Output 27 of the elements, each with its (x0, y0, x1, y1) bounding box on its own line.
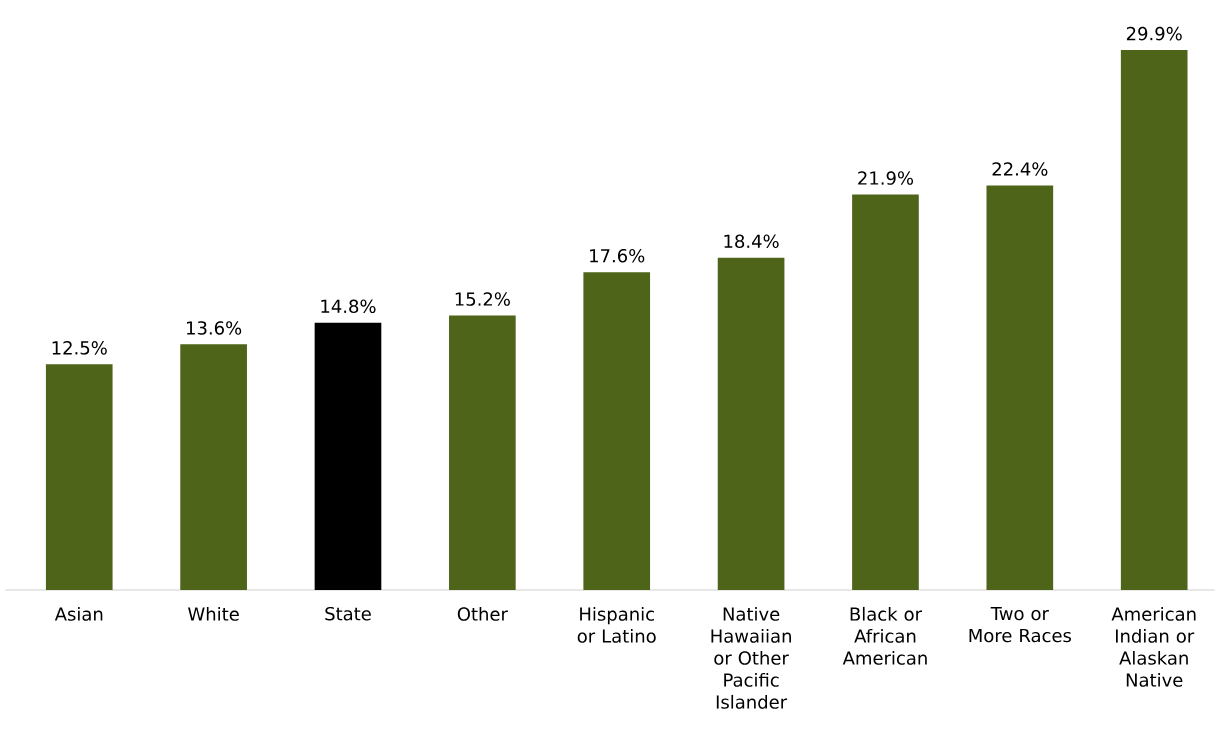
x-tick-label: Hispanic or Latino (577, 606, 656, 643)
bar (717, 257, 785, 590)
x-tick-label: American Indian or Alaskan Native (1111, 606, 1196, 687)
data-label: 15.2% (455, 292, 510, 306)
bar (314, 322, 382, 590)
data-label: 22.4% (992, 162, 1048, 176)
data-label: 12.5% (52, 341, 107, 355)
data-label: 18.4% (724, 234, 779, 249)
bar (45, 364, 113, 590)
x-tick-label: Asian (54, 606, 103, 621)
data-label: 29.9% (1126, 26, 1182, 41)
x-tick-label: Black or African American (842, 606, 927, 665)
bar (852, 194, 919, 590)
bar (180, 344, 247, 590)
x-tick-label: Two or More Races (969, 606, 1072, 643)
bar (583, 272, 651, 590)
x-tick-label: White (188, 606, 239, 621)
data-label: 13.6% (187, 321, 242, 335)
data-label: 17.6% (590, 248, 645, 263)
data-label: 14.8% (321, 299, 376, 314)
bar (449, 315, 516, 590)
x-tick-label: Other (457, 606, 508, 621)
bar (986, 185, 1054, 590)
x-tick-label: State (325, 606, 371, 621)
x-tick-label: Native Hawaiian or Other Pacific Islander (711, 606, 791, 709)
data-label: 21.9% (858, 171, 914, 185)
bar (1120, 49, 1188, 590)
